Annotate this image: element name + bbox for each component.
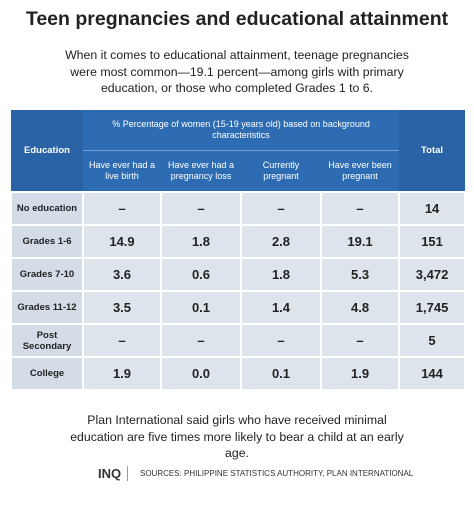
row-label: Grades 11-12 xyxy=(10,290,84,325)
cell: 5.3 xyxy=(319,257,401,292)
cell: 0.1 xyxy=(240,356,322,391)
cell: – xyxy=(160,191,242,226)
title: Teen pregnancies and educational attainm… xyxy=(25,8,449,30)
table-body: No education – – – –14 Grades 1-6 14.9 1.8 2.8 19… xyxy=(10,191,467,391)
cell: 5 xyxy=(398,323,467,358)
cell: 3.6 xyxy=(82,257,162,292)
cell: – xyxy=(82,191,162,226)
cell: 1.9 xyxy=(82,356,162,391)
cell: 1.8 xyxy=(240,257,322,292)
cell: 0.6 xyxy=(160,257,242,292)
table-row: Post Secondary – – – –5 xyxy=(10,323,467,358)
column-header: Education xyxy=(11,110,83,192)
cell: – xyxy=(240,323,322,358)
cell: 3.5 xyxy=(82,290,162,325)
table-row: Grades 11-12 3.5 0.1 1.4 4.8 1,745 xyxy=(10,290,467,325)
column-header: Have ever had a live birth xyxy=(83,150,161,192)
header-row: Have ever had a live birth Have ever had … xyxy=(11,150,465,192)
table-row: Grades 1-6 14.9 1.8 2.8 19.1 151 xyxy=(10,224,467,259)
header-row: Education% Percentage of women (15-19 ye… xyxy=(11,110,466,192)
cell: 4.8 xyxy=(319,290,401,325)
column-header: Have ever been pregnant xyxy=(321,150,400,192)
table-row: Grades 7-10 3.6 0.6 1.8 5.3 3,472 xyxy=(10,257,467,292)
cell: 3,472 xyxy=(398,257,467,292)
cell: 14 xyxy=(398,191,467,226)
sources: SOURCES: PHILIPPINE STATISTICS AUTHORITY… xyxy=(140,469,414,478)
column-header: Have ever had a pregnancy loss xyxy=(161,150,241,192)
cell: 1.9 xyxy=(319,356,401,391)
table-header: Education% Percentage of women (15-19 ye… xyxy=(11,110,466,192)
row-label: Grades 1-6 xyxy=(10,224,84,259)
row-label: Post Secondary xyxy=(10,323,84,358)
logo: INQ xyxy=(98,466,129,481)
cell: 0.1 xyxy=(160,290,242,325)
data-table: Education% Percentage of women (15-19 ye… xyxy=(10,110,467,391)
group-header: % Percentage of women (15-19 years old) … xyxy=(83,110,400,151)
column-header: Total xyxy=(399,110,466,192)
cell: 2.8 xyxy=(240,224,322,259)
table-row: College 1.9 0.0 0.1 1.9 144 xyxy=(10,356,467,391)
cell: 144 xyxy=(398,356,467,391)
cell: – xyxy=(240,191,322,226)
row-label: College xyxy=(10,356,84,391)
subtitle: When it comes to educational attainment,… xyxy=(65,48,409,95)
row-label: No education xyxy=(10,191,84,226)
cell: – xyxy=(319,191,401,226)
table-row: No education – – – –14 xyxy=(10,191,467,226)
footer-note: Plan International said girls who have r… xyxy=(70,413,404,460)
cell: 151 xyxy=(398,224,467,259)
cell: – xyxy=(319,323,401,358)
cell: – xyxy=(160,323,242,358)
cell: 19.1 xyxy=(319,224,401,259)
cell: 1,745 xyxy=(398,290,467,325)
cell: 0.0 xyxy=(160,356,242,391)
row-label: Grades 7-10 xyxy=(10,257,84,292)
column-header: Currently pregnant xyxy=(241,150,321,192)
cell: 14.9 xyxy=(82,224,162,259)
cell: 1.8 xyxy=(160,224,242,259)
cell: – xyxy=(82,323,162,358)
cell: 1.4 xyxy=(240,290,322,325)
